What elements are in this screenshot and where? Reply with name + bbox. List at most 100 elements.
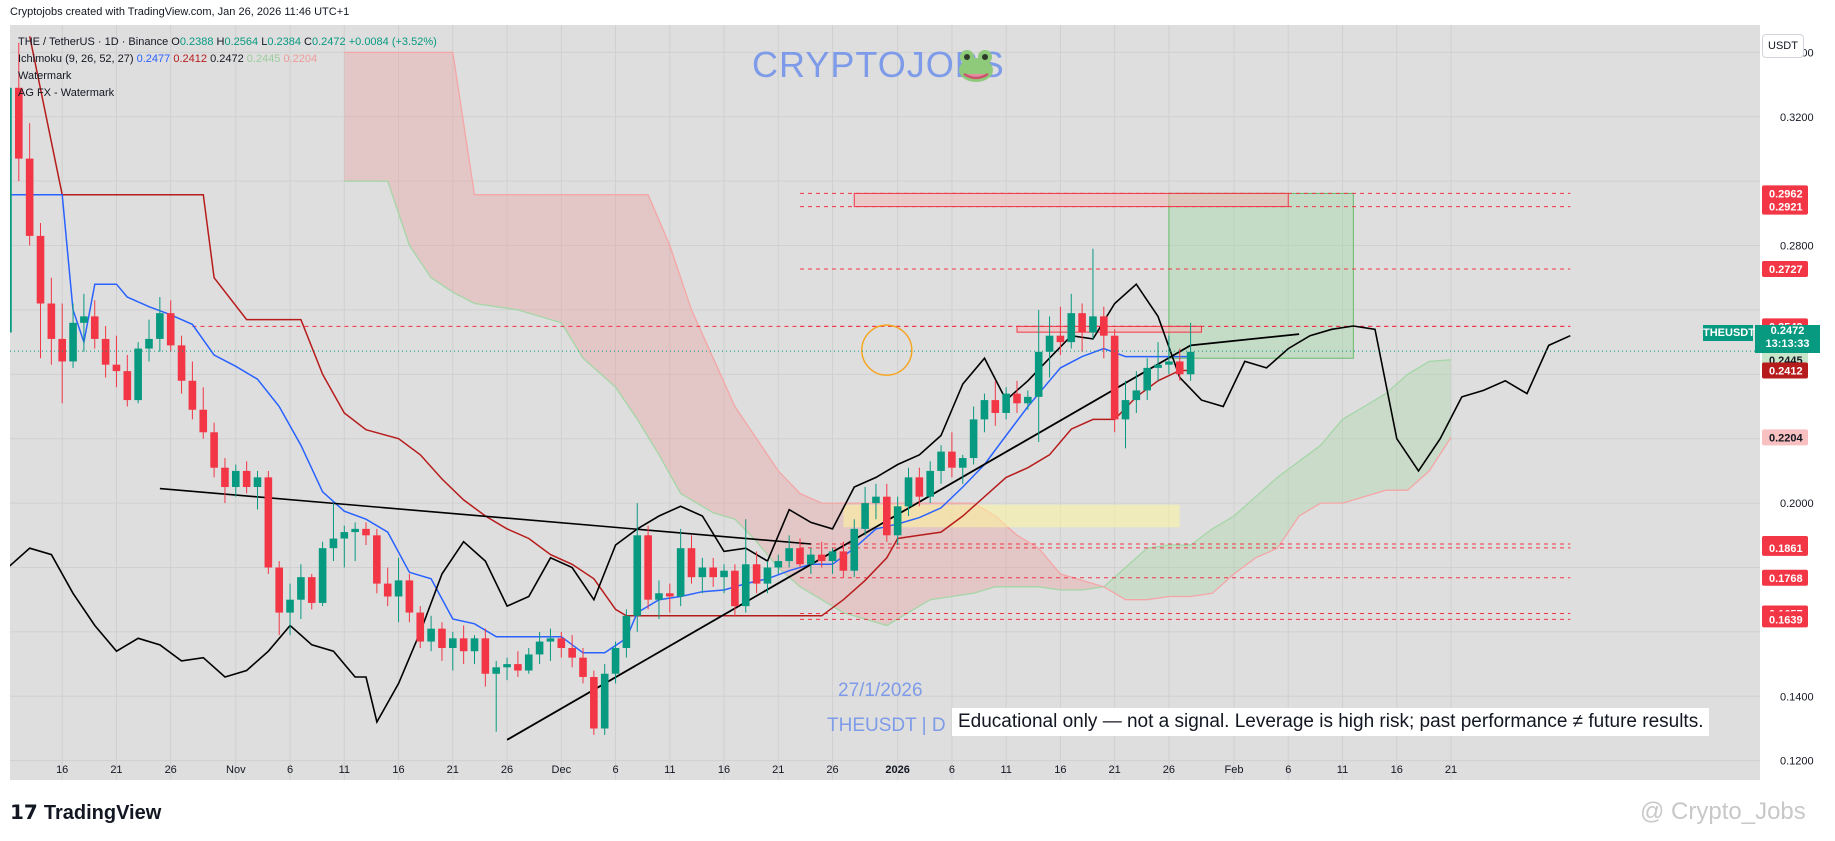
- price-tick-label: 0.3200: [1780, 112, 1814, 124]
- candle: [438, 622, 446, 661]
- candle-body: [1165, 361, 1173, 365]
- candle: [872, 483, 880, 520]
- candle: [1013, 380, 1021, 413]
- candle: [286, 583, 294, 636]
- legend-ichimoku-row: Ichimoku (9, 26, 52, 27) 0.2477 0.2412 0…: [18, 51, 437, 68]
- candle: [416, 606, 425, 648]
- ichimoku-cloud-segment: [1320, 432, 1332, 504]
- price-scale[interactable]: 0.12000.14000.20000.28000.32000.34000.29…: [1760, 25, 1835, 780]
- price-tag-label: 0.1639: [1769, 614, 1803, 626]
- price-tag-label: 0.2412: [1769, 365, 1803, 377]
- candle-body: [655, 593, 663, 600]
- candle-body: [481, 638, 490, 674]
- ichimoku-cloud-segment: [1212, 522, 1224, 594]
- chart-plot-area[interactable]: [10, 25, 1760, 780]
- ichimoku-cloud-segment: [1147, 546, 1158, 600]
- candle-body: [1078, 313, 1086, 333]
- time-tick-label: Nov: [226, 764, 246, 776]
- ichimoku-cloud-segment: [1201, 528, 1213, 595]
- candle: [112, 335, 121, 388]
- price-tag-label: 0.2727: [1769, 264, 1803, 276]
- candle-body: [1186, 351, 1195, 375]
- resistance-zone: [853, 192, 1289, 208]
- candle: [69, 303, 77, 368]
- candle-body: [969, 419, 978, 459]
- ichimoku-cloud-segment: [442, 52, 453, 293]
- time-tick-label: 21: [447, 764, 459, 776]
- disclaimer-banner: Educational only — not a signal. Leverag…: [952, 708, 1710, 736]
- candle-body: [1132, 390, 1141, 401]
- ichimoku-cloud-segment: [615, 194, 627, 404]
- candle-body: [307, 577, 316, 603]
- candle-body: [1100, 316, 1108, 336]
- candle-body: [937, 451, 945, 471]
- time-scale[interactable]: 16 21 26 Nov 6 11 16 21 26 Dec 6 11 16 21 26 2026 6 11 16 2…: [10, 758, 1760, 780]
- candle-body: [579, 657, 587, 677]
- ichimoku-span-a-line: [344, 180, 1452, 627]
- time-tick-label: 11: [664, 764, 675, 776]
- candle: [25, 123, 34, 246]
- ichimoku-cloud-segment: [1299, 453, 1310, 516]
- time-tick-label: 21: [1445, 764, 1457, 776]
- ichimoku-cloud-segment: [1396, 374, 1408, 491]
- candle: [666, 583, 674, 613]
- ichimoku-cloud-segment: [452, 52, 464, 298]
- ichimoku-cloud-segment: [1385, 384, 1397, 491]
- candle: [926, 461, 934, 504]
- ichimoku-cloud-segment: [517, 194, 529, 314]
- price-tag: [1762, 539, 1808, 556]
- time-tick-label: 6: [1285, 764, 1291, 776]
- tradingview-logo[interactable]: 𝟭𝟳 TradingView: [10, 800, 161, 825]
- candle-body: [58, 338, 66, 362]
- ichimoku-cloud-segment: [810, 498, 822, 600]
- chart-legend: THE / TetherUS · 1D · Binance O0.2388 H0…: [18, 34, 437, 102]
- price-tag: [1762, 261, 1808, 278]
- candle-body: [524, 654, 533, 671]
- candle-body: [883, 496, 891, 536]
- candle: [1034, 309, 1043, 442]
- candle-body: [807, 554, 815, 565]
- legend-ich-span-a: 0.2445: [246, 53, 281, 65]
- legend-ich-base: 0.2412: [173, 53, 207, 65]
- time-tick-label: 11: [1337, 764, 1348, 776]
- candle-body: [600, 673, 609, 729]
- ichimoku-cloud-segment: [1027, 541, 1039, 587]
- chart-svg[interactable]: [10, 25, 1760, 780]
- legend-low: 0.2384: [267, 36, 301, 48]
- candle-body: [242, 470, 251, 488]
- candle-body: [101, 338, 110, 365]
- candle-body: [177, 345, 186, 381]
- time-tick-label: 2026: [885, 764, 909, 776]
- candle: [655, 580, 663, 620]
- candle: [427, 615, 435, 652]
- ichimoku-cloud-segment: [366, 52, 377, 182]
- ichimoku-cloud-segment: [1310, 445, 1321, 510]
- ichimoku-cloud-segment: [1223, 516, 1234, 584]
- currency-selector[interactable]: USDT: [1762, 34, 1804, 58]
- candle: [394, 557, 403, 623]
- candle: [514, 651, 522, 677]
- time-tick-label: 26: [1163, 764, 1175, 776]
- symbol-tag-name: THEUSDT: [1703, 325, 1755, 342]
- ichimoku-cloud-segment: [1017, 535, 1028, 587]
- candle: [264, 470, 273, 574]
- legend-close: 0.2472: [312, 36, 346, 48]
- candle: [817, 541, 826, 568]
- candle: [611, 641, 620, 684]
- candle-body: [459, 638, 468, 652]
- ichimoku-cloud-segment: [702, 334, 714, 513]
- candle: [1067, 293, 1076, 349]
- legend-ag-watermark: AG FX - Watermark: [18, 87, 115, 99]
- candle: [524, 647, 533, 674]
- ichimoku-cloud-segment: [1353, 406, 1365, 500]
- price-tag-label: 0.1861: [1769, 543, 1803, 555]
- time-tick-label: 21: [1109, 764, 1121, 776]
- candle: [1154, 342, 1162, 381]
- legend-low-label: L: [261, 36, 268, 48]
- frog-icon: [959, 50, 993, 82]
- ichimoku-cloud-segment: [1331, 419, 1343, 504]
- candle-body: [1024, 396, 1032, 404]
- ichimoku-cloud-segment: [1006, 525, 1017, 587]
- ichimoku-cloud-segment: [680, 277, 692, 500]
- candle: [948, 432, 956, 478]
